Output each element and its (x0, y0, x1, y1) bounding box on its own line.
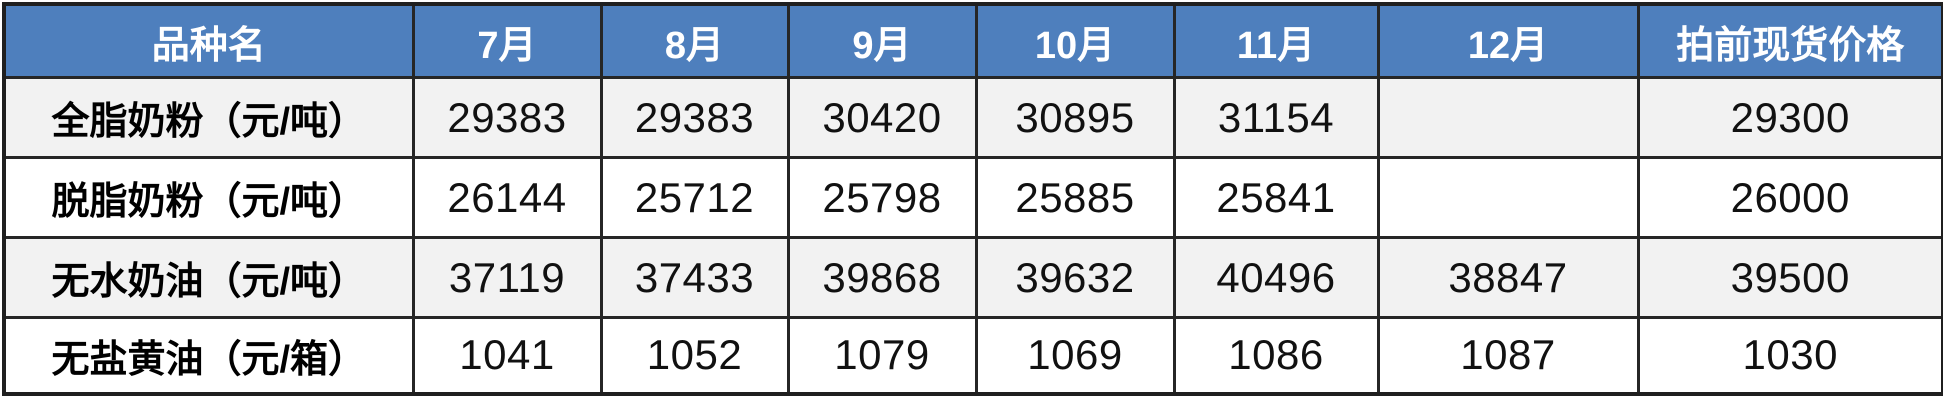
column-header-oct: 10月 (974, 2, 1176, 79)
table-cell: 1086 (1172, 316, 1380, 395)
column-header-nov: 11月 (1172, 2, 1380, 79)
table-cell: 31154 (1172, 76, 1380, 159)
table-row-whole-milk-powder: 全脂奶粉（元/吨） 29383 29383 30420 30895 31154 … (2, 76, 1943, 159)
row-label: 全脂奶粉（元/吨） (2, 76, 415, 159)
table-cell: 25885 (974, 156, 1176, 239)
column-header-jul: 7月 (411, 2, 603, 79)
table-cell: 29383 (411, 76, 603, 159)
table-row-skim-milk-powder: 脱脂奶粉（元/吨） 26144 25712 25798 25885 25841 … (2, 156, 1943, 239)
table-row-anhydrous-milk-fat: 无水奶油（元/吨） 37119 37433 39868 39632 40496 … (2, 236, 1943, 319)
table-row-unsalted-butter: 无盐黄油（元/箱） 1041 1052 1079 1069 1086 1087 … (2, 316, 1943, 395)
table-cell: 39868 (786, 236, 978, 319)
table-cell: 1041 (411, 316, 603, 395)
row-label: 脱脂奶粉（元/吨） (2, 156, 415, 239)
table-cell-empty (1376, 156, 1640, 239)
table-cell: 1069 (974, 316, 1176, 395)
table-cell: 1052 (599, 316, 790, 395)
table-cell: 38847 (1376, 236, 1640, 319)
table-cell: 39500 (1636, 236, 1943, 319)
table-cell: 37433 (599, 236, 790, 319)
table-cell: 29383 (599, 76, 790, 159)
table-cell-empty (1376, 76, 1640, 159)
table-cell: 26000 (1636, 156, 1943, 239)
table-cell: 30895 (974, 76, 1176, 159)
table-cell: 37119 (411, 236, 603, 319)
column-header-sep: 9月 (786, 2, 978, 79)
table-cell: 29300 (1636, 76, 1943, 159)
table-cell: 26144 (411, 156, 603, 239)
column-header-aug: 8月 (599, 2, 790, 79)
table-cell: 40496 (1172, 236, 1380, 319)
table-cell: 1079 (786, 316, 978, 395)
column-header-variety: 品种名 (2, 2, 415, 79)
header-row: 品种名 7月 8月 9月 10月 11月 12月 拍前现货价格 (2, 2, 1943, 79)
column-header-dec: 12月 (1376, 2, 1640, 79)
table-cell: 39632 (974, 236, 1176, 319)
row-label: 无水奶油（元/吨） (2, 236, 415, 319)
table-cell: 1030 (1636, 316, 1943, 395)
price-table: 品种名 7月 8月 9月 10月 11月 12月 拍前现货价格 全脂奶粉（元/吨… (2, 2, 1943, 396)
table-cell: 1087 (1376, 316, 1640, 395)
row-label: 无盐黄油（元/箱） (2, 316, 415, 395)
table-cell: 25841 (1172, 156, 1380, 239)
table-cell: 30420 (786, 76, 978, 159)
column-header-spot-price: 拍前现货价格 (1636, 2, 1943, 79)
table-cell: 25712 (599, 156, 790, 239)
table-cell: 25798 (786, 156, 978, 239)
